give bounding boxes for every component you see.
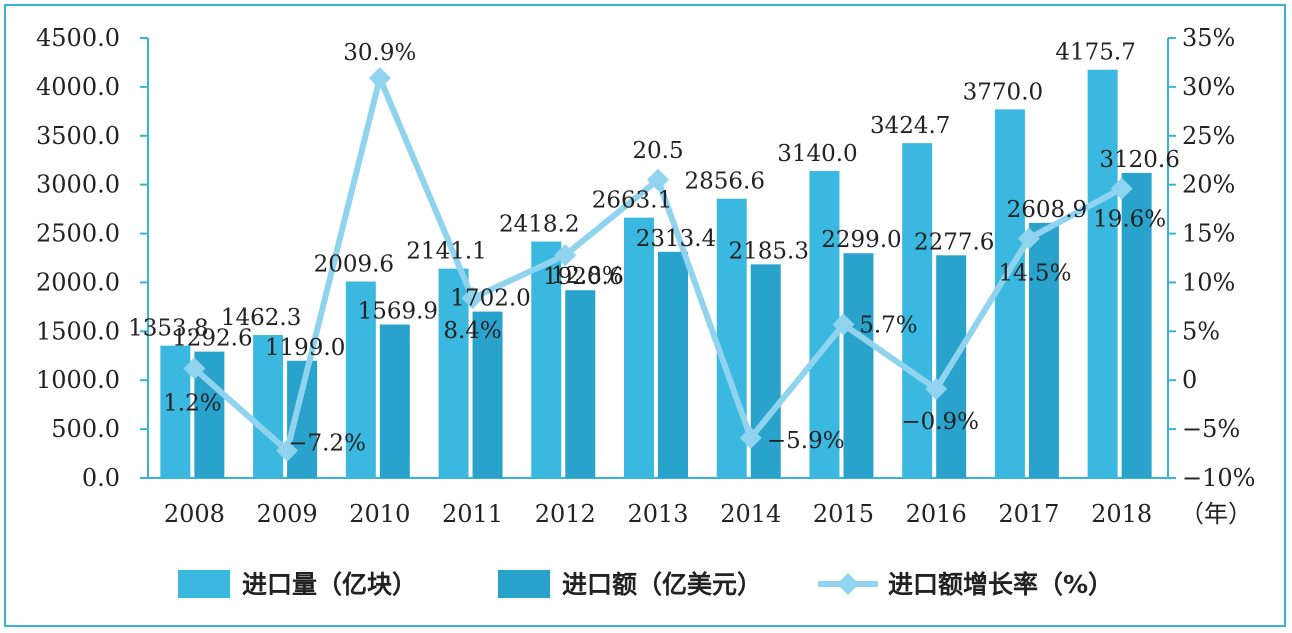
- x-tick-label: 2010: [349, 500, 410, 528]
- legend-marker: [837, 573, 859, 595]
- growth-rate-data-label: −7.2%: [288, 431, 366, 457]
- x-tick-label: 2018: [1091, 500, 1152, 528]
- growth-rate-data-label: 20.5: [632, 138, 683, 164]
- growth-rate-point: [832, 313, 855, 336]
- bar-data-label-volume: 2663.1: [592, 188, 672, 214]
- left-tick-label: 3000.0: [36, 171, 120, 199]
- growth-rate-data-label: 30.9%: [343, 40, 416, 66]
- left-tick-label: 3500.0: [36, 122, 120, 150]
- bar-data-label-volume: 2141.1: [406, 239, 486, 265]
- growth-rate-point: [461, 287, 484, 310]
- x-tick-label: 2015: [813, 500, 874, 528]
- bar-volume: [531, 241, 562, 478]
- bar-value: [1121, 172, 1152, 478]
- bar-data-label-value: 2299.0: [821, 227, 901, 253]
- growth-rate-point: [925, 378, 948, 401]
- growth-rate-data-label: 14.5%: [998, 260, 1071, 286]
- growth-rate-data-label: 1.2%: [163, 390, 221, 416]
- growth-rate-point: [554, 244, 577, 267]
- left-tick-label: 1000.0: [36, 366, 120, 394]
- bar-data-label-value: 3120.6: [1099, 147, 1179, 173]
- x-unit-label: （年）: [1180, 500, 1252, 528]
- bar-volume: [994, 109, 1025, 478]
- x-tick-label: 2014: [720, 500, 781, 528]
- bar-data-label-volume: 2009.6: [314, 252, 394, 278]
- growth-rate-point: [1110, 177, 1133, 200]
- bar-value: [658, 251, 688, 478]
- bar-volume: [438, 268, 469, 478]
- bar-data-label-value: 2185.3: [728, 238, 808, 264]
- x-tick-label: 2013: [627, 500, 688, 528]
- growth-rate-point: [183, 357, 206, 380]
- growth-rate-data-label: −5.9%: [767, 428, 845, 454]
- legend-label: 进口量（亿块）: [242, 570, 417, 599]
- growth-rate-data-label: 5.7%: [859, 312, 917, 338]
- bar-volume: [253, 335, 284, 478]
- bar-data-label-volume: 3140.0: [777, 141, 857, 167]
- left-tick-label: 4500.0: [36, 24, 120, 52]
- left-tick-label: 4000.0: [36, 73, 120, 101]
- x-tick-label: 2008: [164, 500, 225, 528]
- bar-volume: [716, 198, 747, 479]
- growth-rate-data-label: 8.4%: [443, 318, 501, 344]
- right-tick-label: 15%: [1182, 220, 1235, 248]
- bar-data-label-value: 2277.6: [914, 229, 994, 255]
- right-tick-label: −10%: [1182, 464, 1255, 492]
- bar-volume: [902, 143, 933, 478]
- legend-swatch: [178, 570, 230, 598]
- right-tick-label: −5%: [1182, 415, 1240, 443]
- bar-data-label-value: 2608.9: [1007, 197, 1087, 223]
- growth-rate-point: [276, 439, 299, 462]
- bar-volume: [1087, 69, 1118, 478]
- bar-data-label-value: 1292.6: [172, 326, 252, 352]
- growth-rate-data-label: 19.6%: [1093, 207, 1166, 233]
- left-tick-label: 2500.0: [36, 220, 120, 248]
- bar-value: [472, 311, 503, 478]
- bar-data-label-volume: 2418.2: [499, 212, 579, 238]
- growth-rate-data-label: −0.9%: [901, 409, 979, 435]
- bar-value: [843, 253, 874, 478]
- bar-data-label-volume: 3424.7: [870, 113, 950, 139]
- x-tick-label: 2017: [998, 500, 1059, 528]
- bar-value: [379, 324, 410, 478]
- bar-data-label-value: 1920.6: [543, 264, 623, 290]
- left-tick-label: 1500.0: [36, 317, 120, 345]
- growth-rate-data-label: 12.8%: [551, 263, 624, 289]
- legend-label: 进口额（亿美元）: [562, 570, 762, 599]
- bar-data-label-volume: 1462.3: [221, 305, 301, 331]
- growth-rate-point: [739, 426, 762, 449]
- right-tick-label: 30%: [1182, 73, 1235, 101]
- x-tick-label: 2012: [535, 500, 596, 528]
- right-tick-label: 5%: [1182, 317, 1220, 345]
- right-tick-label: 25%: [1182, 122, 1235, 150]
- bar-data-label-volume: 3770.0: [963, 79, 1043, 105]
- left-tick-label: 2000.0: [36, 268, 120, 296]
- right-tick-label: 10%: [1182, 268, 1235, 296]
- x-tick-label: 2009: [257, 500, 318, 528]
- left-tick-label: 0.0: [82, 464, 120, 492]
- growth-rate-point: [1017, 227, 1040, 250]
- bar-data-label-value: 1702.0: [450, 286, 530, 312]
- growth-rate-point: [368, 67, 391, 90]
- bar-value: [565, 290, 596, 478]
- bar-data-label-value: 2313.4: [636, 226, 716, 252]
- x-tick-label: 2011: [442, 500, 503, 528]
- bar-volume: [345, 281, 376, 478]
- bar-data-label-value: 1569.9: [358, 298, 438, 324]
- right-tick-label: 0: [1182, 366, 1197, 394]
- growth-rate-point: [647, 168, 669, 191]
- bar-data-label-value: 1199.0: [265, 335, 345, 361]
- bar-value: [1028, 222, 1059, 478]
- x-tick-label: 2016: [906, 500, 967, 528]
- bar-data-label-volume: 2856.6: [684, 169, 764, 195]
- bar-volume: [624, 217, 654, 478]
- left-tick-label: 500.0: [51, 415, 120, 443]
- legend-label: 进口额增长率（%）: [888, 570, 1113, 599]
- legend-swatch: [498, 570, 550, 598]
- right-tick-label: 20%: [1182, 171, 1235, 199]
- right-tick-label: 35%: [1182, 24, 1235, 52]
- bar-data-label-volume: 1353.8: [128, 316, 208, 342]
- bar-data-label-volume: 4175.7: [1055, 40, 1135, 66]
